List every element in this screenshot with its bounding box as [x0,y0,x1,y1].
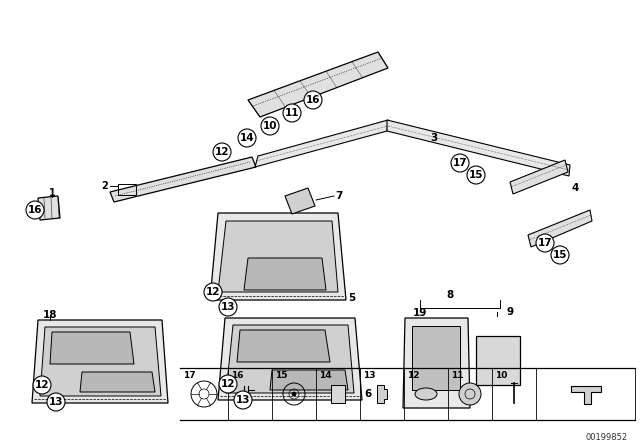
Polygon shape [377,385,387,403]
Text: 12: 12 [215,147,229,157]
Text: 17: 17 [452,158,467,168]
Polygon shape [476,336,520,385]
Bar [118,184,136,195]
Circle shape [292,392,296,396]
Text: 16: 16 [28,205,42,215]
Text: 4: 4 [572,183,579,193]
Circle shape [219,375,237,393]
Circle shape [26,201,44,219]
Circle shape [261,117,279,135]
Text: 16: 16 [231,371,243,380]
Text: 12: 12 [221,379,236,389]
Text: 17: 17 [538,238,552,248]
Circle shape [451,154,469,172]
Circle shape [283,104,301,122]
Polygon shape [510,160,568,194]
Polygon shape [226,325,354,393]
Polygon shape [255,120,388,167]
Circle shape [238,129,256,147]
Circle shape [234,391,252,409]
Circle shape [304,91,322,109]
Polygon shape [270,370,348,390]
Bar [412,326,460,390]
Polygon shape [110,157,256,202]
Text: 19: 19 [413,308,428,318]
Text: 14: 14 [240,133,254,143]
Circle shape [219,298,237,316]
Text: 8: 8 [446,290,454,300]
Circle shape [204,283,222,301]
Text: 15: 15 [275,371,287,380]
Polygon shape [248,52,388,117]
Text: 14: 14 [319,371,332,380]
Text: 00199852: 00199852 [586,433,628,442]
Text: 12: 12 [407,371,419,380]
Text: 13: 13 [221,302,236,312]
Circle shape [536,234,554,252]
Text: 11: 11 [285,108,300,118]
Polygon shape [40,327,161,396]
Text: 12: 12 [35,380,49,390]
Text: 3: 3 [430,133,437,143]
Text: 17: 17 [183,371,196,380]
Text: 11: 11 [451,371,463,380]
Text: 9: 9 [506,307,513,317]
Text: 10: 10 [495,371,508,380]
Text: 18: 18 [43,310,57,320]
Polygon shape [285,188,315,214]
Ellipse shape [415,388,437,400]
Polygon shape [387,120,570,176]
Polygon shape [570,386,600,404]
Polygon shape [50,332,134,364]
Text: 2: 2 [101,181,108,191]
Text: 16: 16 [306,95,320,105]
Circle shape [33,376,51,394]
Polygon shape [32,320,168,403]
Circle shape [47,393,65,411]
Polygon shape [218,318,362,400]
Circle shape [459,383,481,405]
Polygon shape [80,372,155,392]
Text: 5: 5 [348,293,355,303]
Polygon shape [244,258,326,290]
Circle shape [213,143,231,161]
Text: 15: 15 [553,250,567,260]
Bar [331,385,345,403]
Text: 1: 1 [49,188,56,198]
Text: 13: 13 [363,371,376,380]
Circle shape [551,246,569,264]
Polygon shape [38,196,60,220]
Text: 13: 13 [236,395,250,405]
Polygon shape [218,221,338,292]
Text: 7: 7 [335,191,342,201]
Text: 13: 13 [49,397,63,407]
Polygon shape [210,213,346,300]
Polygon shape [403,318,470,408]
Circle shape [467,166,485,184]
Text: 12: 12 [205,287,220,297]
Text: 15: 15 [468,170,483,180]
Text: 10: 10 [263,121,277,131]
Polygon shape [528,210,592,247]
Polygon shape [237,330,330,362]
Text: 6: 6 [364,389,371,399]
